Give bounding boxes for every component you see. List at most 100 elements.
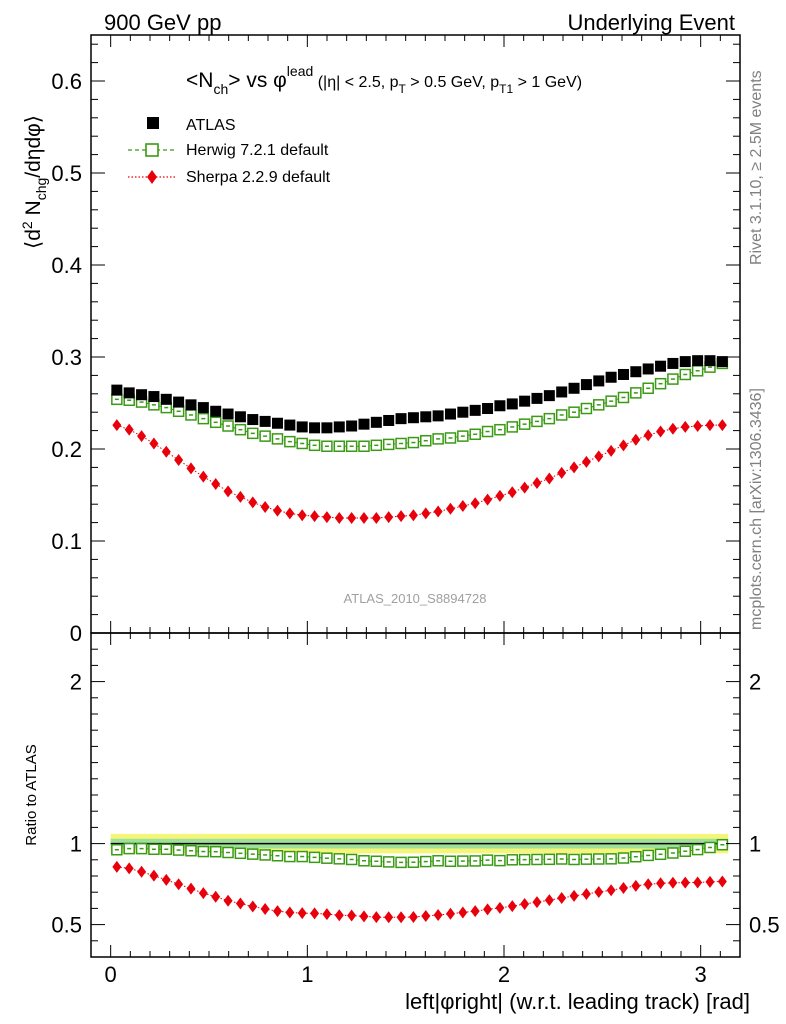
main-sherpa-point-5: [174, 454, 184, 467]
ratio-sherpa-point-36: [557, 892, 567, 905]
main-sherpa-point-49: [717, 419, 727, 432]
main-sherpa-point-30: [483, 493, 493, 506]
legend-label-sherpa: Sherpa 2.2.9 default: [186, 169, 331, 186]
main-sherpa-point-22: [384, 511, 394, 524]
main-sherpa-point-39: [594, 450, 604, 463]
main-sherpa-point-9: [223, 485, 233, 498]
main-sherpa-point-10: [235, 490, 245, 503]
ratio-y-tick-label-right-0.5: 0.5: [749, 913, 780, 938]
main-atlas-point-0: [111, 384, 123, 396]
ratio-sherpa-point-19: [347, 909, 357, 922]
ratio-sherpa-point-39: [594, 886, 604, 899]
ratio-sherpa-point-28: [458, 906, 468, 919]
x-axis-label: left|φright| (w.r.t. leading track) [rad…: [405, 989, 750, 1014]
ratio-sherpa-point-47: [693, 876, 703, 889]
main-sherpa-point-13: [272, 504, 282, 517]
main-sherpa-point-19: [347, 512, 357, 524]
ratio-sherpa-point-0: [112, 860, 122, 873]
main-atlas-point-28: [457, 406, 469, 418]
main-sherpa-point-3: [149, 437, 159, 450]
header-left: 900 GeV pp: [104, 10, 221, 35]
main-atlas-point-39: [593, 375, 605, 387]
main-sherpa-point-6: [186, 462, 196, 475]
ratio-sherpa-point-48: [705, 875, 715, 888]
main-atlas-point-9: [222, 408, 234, 420]
main-atlas-point-22: [383, 414, 395, 426]
ratio-sherpa-point-30: [483, 903, 493, 916]
ratio-sherpa-point-27: [445, 907, 455, 920]
ratio-sherpa-point-11: [248, 900, 258, 913]
main-atlas-point-14: [284, 419, 296, 431]
main-sherpa-line: [116, 424, 723, 519]
main-atlas-point-31: [494, 400, 506, 412]
legend-marker-herwig: [145, 143, 159, 157]
ratio-y-tick-label-left-0.5: 0.5: [51, 913, 82, 938]
legend-label-atlas: ATLAS: [186, 117, 236, 134]
main-atlas-point-34: [531, 392, 543, 404]
main-atlas-point-30: [482, 403, 494, 415]
ratio-y-axis-label: Ratio to ATLAS: [23, 744, 40, 845]
main-sherpa-point-40: [606, 444, 616, 457]
x-tick-label-2: 2: [498, 962, 510, 987]
ratio-sherpa-point-24: [408, 910, 418, 923]
ratio-sherpa-point-45: [668, 876, 678, 889]
main-atlas-point-17: [321, 422, 333, 434]
analysis-id: ATLAS_2010_S8894728: [344, 591, 487, 606]
main-y-tick-label-0.4: 0.4: [51, 253, 82, 278]
ratio-sherpa-point-34: [532, 896, 542, 909]
ratio-sherpa-point-43: [643, 878, 653, 891]
ratio-y-tick-label-left-1: 1: [70, 832, 82, 857]
plot-title: <Nch> vs φlead (|η| < 2.5, pT > 0.5 GeV,…: [186, 63, 582, 97]
ratio-sherpa-point-42: [631, 879, 641, 892]
ratio-sherpa-point-16: [310, 907, 320, 920]
main-atlas-point-33: [519, 395, 531, 407]
main-atlas-point-8: [210, 405, 222, 417]
main-atlas-point-11: [247, 414, 259, 426]
main-atlas-point-40: [605, 371, 617, 383]
ratio-sherpa-point-2: [137, 865, 147, 878]
main-sherpa-point-25: [421, 507, 431, 520]
rivet-label: Rivet 3.1.10, ≥ 2.5M events: [748, 70, 765, 265]
ratio-sherpa-point-15: [297, 907, 307, 920]
main-sherpa-point-28: [458, 500, 468, 513]
ratio-sherpa-point-8: [211, 890, 221, 903]
ratio-sherpa-point-37: [569, 889, 579, 902]
main-sherpa-point-8: [211, 477, 221, 490]
main-atlas-point-5: [173, 396, 185, 408]
main-atlas-point-23: [395, 413, 407, 425]
main-atlas-point-12: [259, 415, 271, 427]
ratio-sherpa-point-46: [680, 876, 690, 889]
main-sherpa-point-47: [693, 420, 703, 432]
main-atlas-point-36: [556, 386, 568, 398]
main-sherpa-point-18: [334, 512, 344, 524]
ratio-y-tick-label-right-1: 1: [749, 832, 761, 857]
ratio-sherpa-point-17: [322, 908, 332, 921]
main-sherpa-point-24: [408, 509, 418, 522]
ratio-sherpa-line: [116, 866, 723, 918]
main-atlas-point-47: [692, 355, 704, 367]
main-y-tick-label-0.2: 0.2: [51, 437, 82, 462]
main-sherpa-point-38: [581, 455, 591, 468]
axes-layer: 0 1 2 3 0 0.1 0.2 0.3 0.4 0.5 0.6 0.5 0.5 1 1 2 2: [51, 34, 780, 987]
main-sherpa-point-29: [470, 497, 480, 510]
main-atlas-point-25: [420, 411, 432, 423]
main-sherpa-point-33: [520, 481, 530, 494]
legend-marker-atlas: [147, 117, 159, 129]
ratio-sherpa-point-41: [618, 881, 628, 894]
main-sherpa-point-31: [495, 489, 505, 502]
main-sherpa-point-45: [668, 422, 678, 435]
main-atlas-point-41: [617, 368, 629, 380]
main-sherpa-point-2: [137, 430, 147, 443]
main-sherpa-point-23: [396, 510, 406, 523]
main-atlas-point-27: [444, 408, 456, 420]
ratio-sherpa-point-13: [272, 905, 282, 918]
main-sherpa-point-32: [507, 486, 517, 499]
main-atlas-point-19: [346, 420, 358, 432]
main-sherpa-point-36: [557, 466, 567, 479]
main-herwig-line: [116, 362, 723, 447]
main-sherpa-point-37: [569, 461, 579, 474]
ratio-sherpa-point-20: [359, 910, 369, 923]
ratio-sherpa-point-6: [186, 882, 196, 895]
ratio-sherpa-point-10: [235, 897, 245, 910]
